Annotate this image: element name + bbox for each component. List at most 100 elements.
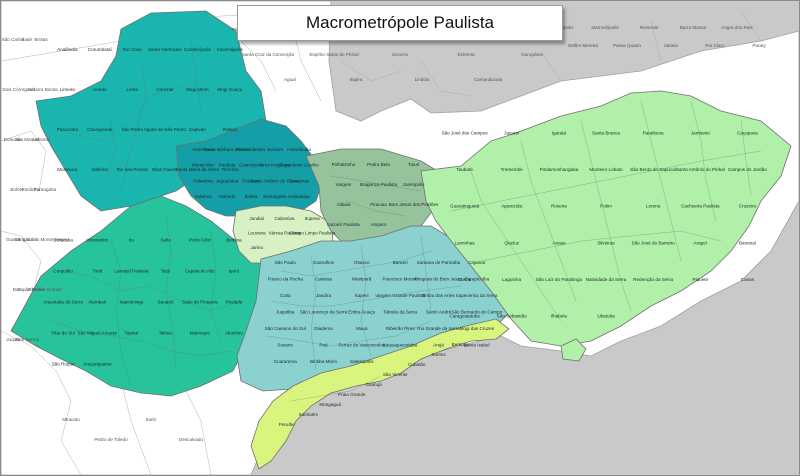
municipality-label-morungaba: Morungaba	[263, 194, 287, 199]
municipality-label-pilar-do-sul: Pilar do Sul	[51, 331, 75, 336]
municipality-label-jundiai: Jundiaí	[249, 216, 265, 221]
municipality-label-embu-guacu: Embu-Guaçu	[348, 310, 376, 315]
municipality-label-tuiuti: Tuiuti	[408, 162, 419, 167]
outside-town-label-buri: Buri	[13, 287, 21, 292]
municipality-label-aluminio: Alumínio	[225, 331, 243, 336]
municipality-label-laranjal-paulista: Laranjal Paulista	[114, 269, 148, 274]
municipality-label-queluz: Queluz	[504, 240, 519, 245]
outside-town-label-aguai: Aguaí	[284, 77, 297, 82]
municipality-label-piracaia: Piracaia	[370, 202, 387, 207]
municipality-label-salesopolis: Salesópolis	[350, 359, 374, 364]
municipality-label-americana: Americana	[192, 147, 214, 152]
municipality-label-itapecerica-da-serra: Itapecerica da Serra	[456, 293, 498, 298]
municipality-label-sao-jose-dos-campos: São José dos Campos	[441, 130, 488, 135]
outside-town-label-resende: Resende	[640, 25, 659, 30]
outside-town-label-anhembi: Anhembi	[32, 137, 50, 142]
municipality-label-franco-da-rocha: Franco da Rocha	[268, 277, 304, 282]
municipality-label-capivari: Capivari	[189, 127, 206, 132]
municipality-label-redencao-da-serra: Redenção da Serra	[633, 277, 673, 282]
municipality-label-indaiatuba: Indaiatuba	[288, 194, 310, 199]
municipality-label-santa-gertrudes: Santa Gertrudes	[148, 47, 182, 52]
outside-town-label-ribeirao-grande: Ribeirão Grande	[28, 287, 62, 292]
municipality-label-praia-grande: Praia Grande	[338, 392, 366, 397]
municipality-label-paulinia: Paulínia	[219, 163, 236, 168]
municipal-boundaries	[50, 40, 762, 402]
municipality-label-guaruja: Guarujá	[365, 382, 382, 387]
outside-town-label-passa-quatro: Passa Quatro	[613, 43, 642, 48]
municipality-label-cosmopolis: Cosmópolis	[239, 163, 264, 168]
municipality-label-conchal: Conchal	[156, 87, 173, 92]
municipality-label-juquitiba: Juquitiba	[276, 310, 295, 315]
outside-town-label-lindoia: Lindóia	[415, 77, 430, 82]
island-ilhabela	[560, 338, 587, 362]
municipality-label-mogi-das-cruzes: Mogi das Cruzes	[460, 326, 495, 331]
municipality-label-pindamonhangaba: Pindamonhangaba	[540, 167, 579, 172]
municipality-label-nazare-paulista: Nazaré Paulista	[327, 222, 360, 227]
municipality-label-areias: Areias	[552, 240, 566, 245]
municipality-label-pinhalzinho: Pinhalzinho	[332, 162, 356, 167]
municipality-label-arapei: Arapeí	[694, 240, 708, 245]
municipality-label-cotia: Cotia	[280, 293, 291, 298]
municipality-label-sao-bento-do-sapucai: São Bento do Sapucaí	[630, 167, 677, 172]
municipality-label-caieiras: Caieiras	[315, 277, 333, 282]
municipality-label-sao-bernardo-do-campo: São Bernardo do Campo	[451, 310, 502, 315]
municipality-label-tatui: Tatuí	[161, 269, 172, 274]
outside-town-label-botucatu: Botucatu	[4, 137, 23, 142]
municipality-label-campinas: Campinas	[289, 178, 310, 183]
municipality-label-mairinque: Mairinque	[190, 331, 211, 336]
municipality-label-mombuca: Mombuca	[57, 167, 78, 172]
municipality-label-itaquaquecetuba: Itaquaquecetuba	[383, 342, 418, 347]
municipality-label-hortolandia: Hortolândia	[287, 147, 311, 152]
municipality-label-cachoeira-paulista: Cachoeira Paulista	[681, 204, 720, 209]
municipality-label-itatiba: Itatiba	[245, 194, 258, 199]
municipality-label-igarata: Igaratá	[552, 130, 567, 135]
municipality-label-sao-lourenco-da-serra: São Lourenço da Serra	[300, 310, 348, 315]
municipality-label-vargem-grande-paulista: Vargem Grande Paulista	[375, 293, 425, 298]
region-campinas	[175, 118, 322, 217]
municipality-label-vargem: Vargem	[336, 182, 352, 187]
municipality-label-barueri: Barueri	[393, 260, 408, 265]
outside-town-label-pardinho: Pardinho	[22, 187, 41, 192]
municipality-label-charqueada: Charqueada	[87, 127, 113, 132]
municipality-label-sorocaba: Sorocaba	[53, 238, 73, 243]
municipality-label-mogi-guacu: Mogi Guaçu	[217, 87, 242, 92]
municipality-label-porto-feliz: Porto Feliz	[189, 238, 212, 243]
municipality-label-jandira: Jandira	[316, 293, 332, 298]
municipality-label-santa-isabel: Santa Isabel	[464, 342, 490, 347]
municipality-label-cubatao: Cubatão	[408, 362, 426, 367]
municipality-label-tapirai: Tapiraí	[125, 331, 140, 336]
municipality-label-peruibe: Peruíbe	[279, 422, 296, 427]
municipality-label-cruzeiro: Cruzeiro	[739, 204, 757, 209]
outside-town-label-delfim-moreira: Delfim Moreira	[568, 43, 598, 48]
municipality-label-monteiro-lobato: Monteiro Lobato	[589, 167, 623, 172]
municipality-label-jaguariuna: Jaguariúna	[216, 178, 239, 183]
municipality-label-iracemapolis: Iracemápolis	[217, 47, 244, 52]
municipality-label-poa: Poá	[319, 342, 328, 347]
municipality-label-artur-nogueira: Artur Nogueira	[260, 163, 290, 168]
municipality-label-sumare: Sumaré	[267, 147, 284, 152]
municipality-label-suzano: Suzano	[277, 342, 293, 347]
municipality-label-sao-sebastiao: São Sebastião	[497, 314, 527, 319]
municipality-label-maua: Mauá	[356, 326, 368, 331]
municipality-label-piedade: Piedade	[225, 300, 242, 305]
outside-town-label-campina-do-monte-alegre: Campina do Monte Alegre	[14, 237, 68, 242]
municipality-label-boituva: Boituva	[226, 238, 242, 243]
outside-town-label-paraty: Paraty	[752, 43, 766, 48]
municipality-label-santo-antonio-de-posse: Santo Antônio de Posse	[250, 178, 299, 183]
outside-town-label-santa-cruz-da-conceicao: Santa Cruz da Conceição	[242, 52, 295, 57]
outside-town-label-miracatu: Miracatu	[62, 417, 80, 422]
municipality-label-sao-roque: São Roque	[52, 362, 75, 367]
municipality-label-cunha: Cunha	[458, 277, 472, 282]
municipality-label-ipero: Iperó	[229, 269, 240, 274]
municipality-label-aracoiaba-da-serra: Araçoiaba da Serra	[43, 300, 83, 305]
outside-town-label-extrema: Extrema	[457, 52, 475, 57]
outside-town-label-goncalves: Gonçalves	[521, 52, 543, 57]
municipality-label-piracicaba: Piracicaba	[57, 127, 79, 132]
municipality-label-santa-branca: Santa Branca	[592, 130, 620, 135]
municipality-label-ubatuba: Ubatuba	[597, 314, 615, 319]
municipality-label-guararema: Guararema	[274, 359, 298, 364]
municipality-label-ibiuna: Ibiúna	[159, 331, 172, 336]
outside-town-label-jau: Jaú	[27, 87, 35, 92]
municipality-label-votorantim: Votorantim	[86, 238, 108, 243]
